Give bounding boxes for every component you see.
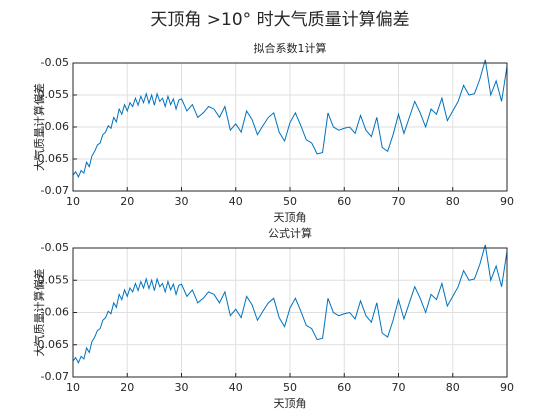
axes-frame bbox=[72, 62, 508, 192]
y-axis-label: 大气质量计算偏差 bbox=[32, 269, 46, 357]
axes-frame bbox=[72, 247, 508, 378]
x-tick-label: 90 bbox=[500, 195, 514, 208]
data-line bbox=[72, 244, 508, 364]
x-tick-label: 60 bbox=[337, 381, 351, 394]
y-tick-label: -0.07 bbox=[41, 370, 69, 383]
x-tick-label: 80 bbox=[446, 195, 460, 208]
y-tick-label: -0.055 bbox=[34, 88, 69, 101]
y-tick-label: -0.05 bbox=[41, 56, 69, 69]
axes-title: 公式计算 bbox=[268, 226, 312, 240]
data-line bbox=[72, 59, 508, 179]
x-tick-label: 30 bbox=[175, 195, 189, 208]
x-tick-label: 50 bbox=[283, 381, 297, 394]
y-tick-label: -0.065 bbox=[34, 152, 69, 165]
y-tick-label: -0.065 bbox=[34, 338, 69, 351]
y-tick-label: -0.055 bbox=[34, 273, 69, 286]
x-tick-label: 30 bbox=[175, 381, 189, 394]
figure-title: 天顶角 >10° 时大气质量计算偏差 bbox=[150, 10, 409, 30]
x-tick-label: 70 bbox=[392, 381, 406, 394]
x-tick-label: 80 bbox=[446, 381, 460, 394]
y-tick-label: -0.06 bbox=[41, 120, 69, 133]
x-tick-label: 10 bbox=[66, 195, 80, 208]
x-tick-label: 70 bbox=[392, 195, 406, 208]
y-axis-label: 大气质量计算偏差 bbox=[32, 83, 46, 171]
x-tick-label: 50 bbox=[283, 195, 297, 208]
x-tick-label: 90 bbox=[500, 381, 514, 394]
y-tick-label: -0.06 bbox=[41, 306, 69, 319]
x-tick-label: 20 bbox=[120, 381, 134, 394]
x-tick-label: 60 bbox=[337, 195, 351, 208]
x-axis-label: 天顶角 bbox=[274, 211, 307, 224]
y-tick-label: -0.07 bbox=[41, 184, 69, 197]
y-tick-label: -0.05 bbox=[41, 241, 69, 254]
x-tick-label: 40 bbox=[229, 195, 243, 208]
axes-title: 拟合系数1计算 bbox=[254, 41, 327, 55]
x-axis-label: 天顶角 bbox=[274, 397, 307, 410]
x-tick-label: 20 bbox=[120, 195, 134, 208]
x-tick-label: 10 bbox=[66, 381, 80, 394]
x-tick-label: 40 bbox=[229, 381, 243, 394]
